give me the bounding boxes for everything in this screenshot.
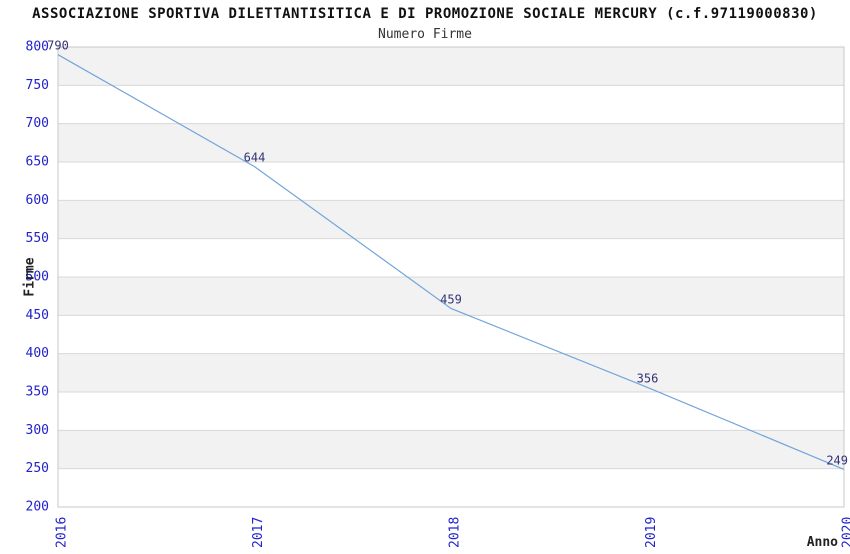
plot-band <box>58 124 844 162</box>
y-tick-label: 550 <box>26 231 49 246</box>
y-tick-label: 700 <box>26 116 49 131</box>
point-label: 356 <box>637 371 659 385</box>
x-tick-label: 2016 <box>55 517 70 548</box>
point-label: 644 <box>244 151 266 165</box>
y-tick-label: 350 <box>26 385 49 400</box>
y-tick-label: 200 <box>26 500 49 515</box>
y-tick-label: 650 <box>26 155 49 170</box>
y-tick-label: 250 <box>26 461 49 476</box>
point-label: 459 <box>440 292 462 306</box>
chart-subtitle: Numero Firme <box>0 27 850 42</box>
x-axis-title: Anno <box>807 535 838 550</box>
x-tick-label: 2019 <box>644 517 659 548</box>
plot-band <box>58 85 844 123</box>
plot-band <box>58 392 844 430</box>
y-tick-label: 400 <box>26 346 49 361</box>
plot-band <box>58 47 844 85</box>
x-tick-label: 2020 <box>841 517 850 548</box>
y-tick-label: 750 <box>26 78 49 93</box>
x-tick-label: 2017 <box>251 517 266 548</box>
plot-band <box>58 162 844 200</box>
y-tick-label: 600 <box>26 193 49 208</box>
chart-title: ASSOCIAZIONE SPORTIVA DILETTANTISITICA E… <box>0 6 850 22</box>
y-axis-title: Firme <box>23 257 38 296</box>
plot-band <box>58 200 844 238</box>
y-tick-label: 450 <box>26 308 49 323</box>
plot-band <box>58 315 844 353</box>
plot-band <box>58 430 844 468</box>
plot-band <box>58 354 844 392</box>
point-label: 249 <box>826 453 848 467</box>
x-tick-label: 2018 <box>448 517 463 548</box>
plot-band <box>58 469 844 507</box>
y-tick-label: 300 <box>26 423 49 438</box>
plot-band <box>58 239 844 277</box>
